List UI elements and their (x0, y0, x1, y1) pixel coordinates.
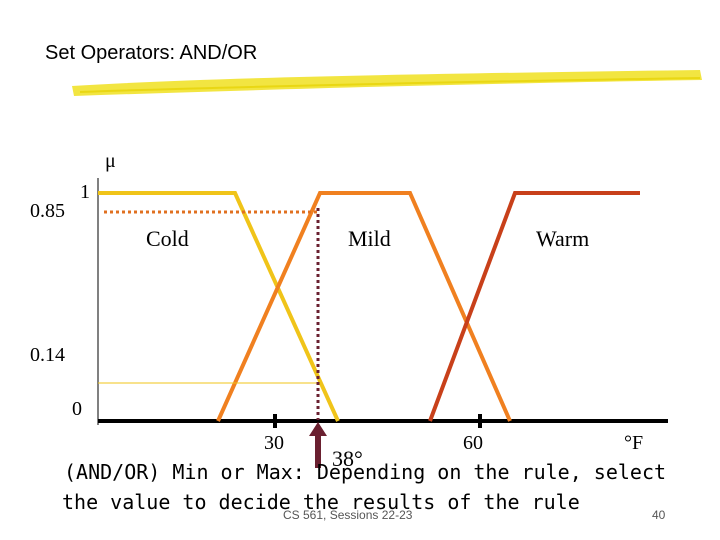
cold-label: Cold (146, 226, 189, 251)
title-highlight-swoosh (72, 70, 702, 96)
slide-footer: CS 561, Sessions 22-23 (283, 508, 413, 522)
warm-label: Warm (536, 226, 590, 251)
marker-arrow (309, 422, 327, 468)
value-085-label: 0.85 (30, 200, 65, 222)
warm-membership-curve (428, 191, 640, 422)
marker-38-label: 38° (332, 446, 363, 471)
page-number: 40 (652, 508, 666, 522)
cold-membership-curve (98, 191, 340, 422)
x-tick-60-label: 60 (463, 432, 483, 454)
mild-membership-curve (216, 191, 512, 422)
value-0-label: 0 (72, 398, 82, 420)
caption-line-1: (AND/OR) Min or Max: Depending on the ru… (64, 460, 667, 484)
x-tick-30-label: 30 (264, 432, 284, 454)
slide-title: Set Operators: AND/OR (45, 42, 258, 64)
value-014-label: 0.14 (30, 344, 65, 366)
caption-line-2: the value to decide the results of the r… (62, 490, 580, 514)
value-1-label: 1 (80, 181, 90, 203)
unit-label: °F (624, 432, 644, 454)
mild-label: Mild (348, 226, 391, 251)
mu-symbol: μ (105, 150, 116, 172)
